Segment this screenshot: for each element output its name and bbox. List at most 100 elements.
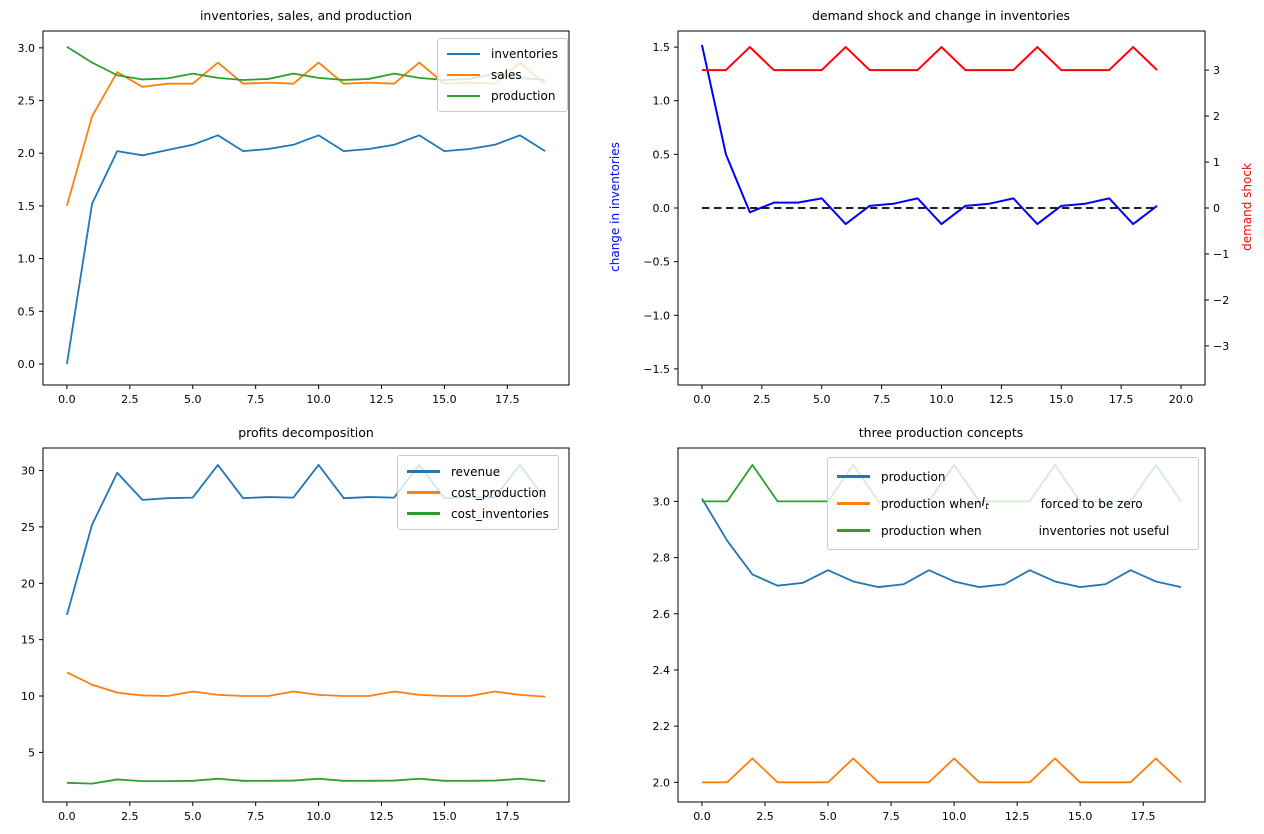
x-axis-ticks: 0.0 2.5 5.0 7.5 10.0 12.5 15.0 17.5	[58, 385, 520, 406]
x-tick-label: 0.0	[58, 393, 76, 406]
x-tick-label: 10.0	[306, 393, 331, 406]
series-production	[701, 498, 1182, 588]
legend-label-text: cost_production	[451, 485, 547, 500]
legend-line-swatch	[407, 491, 440, 494]
x-tick-label: 17.5	[495, 810, 520, 823]
y-tick-label: 1.5	[18, 200, 36, 213]
y-tick-label: 3.0	[653, 495, 671, 508]
chart-title-profits-decomposition: profits decomposition	[238, 425, 374, 440]
legend-three-production-concepts: production production when It forced to be…	[827, 457, 1199, 550]
right-y-axis-ticks: 3 2 1 0 −1 −2 −3	[1205, 64, 1229, 353]
right-y-tick-label: 1	[1213, 156, 1220, 169]
right-y-tick-label: −1	[1213, 248, 1229, 261]
x-tick-label: 15.0	[1049, 393, 1074, 406]
panel-inventories-sales-production: 0.0 2.5 5.0 7.5 10.0 12.5 15.0 17.5 0.0 0.5 1.0 1.5…	[18, 30, 570, 406]
legend-line-swatch	[407, 470, 440, 473]
x-tick-label: 2.5	[121, 393, 139, 406]
x-tick-label: 7.5	[247, 810, 265, 823]
x-tick-label: 12.5	[369, 393, 394, 406]
legend-label-text: cost_inventories	[451, 506, 549, 521]
plot-frame	[677, 447, 1206, 803]
y-tick-label: 1.0	[18, 253, 36, 266]
x-tick-label: 17.5	[1131, 810, 1156, 823]
x-tick-label: 7.5	[247, 393, 265, 406]
x-tick-label: 5.0	[819, 810, 837, 823]
series-change_in_inventories	[700, 44, 1158, 226]
y-axis-label-change-in-inventories: change in inventories	[608, 142, 622, 272]
legend-line-swatch	[837, 502, 870, 505]
legend-label-gap	[989, 503, 1041, 504]
legend-line-swatch	[837, 475, 870, 478]
legend-item: sales	[447, 65, 558, 86]
x-tick-label: 15.0	[432, 810, 457, 823]
series-inventories	[66, 134, 546, 365]
y-tick-label: 3.0	[18, 42, 36, 55]
y-tick-label: 2.0	[653, 776, 671, 789]
legend-item: cost_production	[407, 482, 549, 503]
chart-title-three-production-concepts: three production concepts	[858, 425, 1024, 440]
x-tick-label: 10.0	[306, 810, 331, 823]
y-tick-label: 2.8	[653, 552, 671, 565]
series-cost_production	[66, 671, 546, 698]
legend-label-text: inventories not useful	[1038, 523, 1170, 538]
chart-title-inventories-sales-production: inventories, sales, and production	[199, 8, 413, 23]
legend-line-swatch	[837, 529, 870, 532]
x-tick-label: 5.0	[813, 393, 831, 406]
y-axis-ticks: 2.0 2.2 2.4 2.6 2.8 3.0	[653, 495, 678, 789]
legend-profits-decomposition: revenue cost_production cost_inventories	[397, 455, 559, 530]
legend-item: production when inventories not useful	[837, 517, 1189, 544]
x-tick-label: 17.5	[1109, 393, 1134, 406]
y-tick-label: −0.5	[643, 256, 670, 269]
x-tick-label: 17.5	[495, 393, 520, 406]
x-tick-label: 12.5	[1005, 810, 1030, 823]
x-tick-label: 0.0	[58, 810, 76, 823]
right-y-tick-label: −3	[1213, 340, 1229, 353]
y-tick-label: 0.5	[18, 305, 36, 318]
legend-math-symbol: It	[981, 495, 989, 512]
x-axis-ticks: 0.0 2.5 5.0 7.5 10.0 12.5 15.0 17.5 20.0	[693, 385, 1193, 406]
x-tick-label: 2.5	[753, 393, 771, 406]
legend-line-swatch	[407, 512, 440, 515]
legend-label-gap	[982, 530, 1039, 531]
legend-label-text: production	[491, 88, 556, 103]
x-tick-label: 0.0	[693, 810, 711, 823]
x-axis-ticks: 0.0 2.5 5.0 7.5 10.0 12.5 15.0 17.5	[693, 802, 1155, 823]
y-tick-label: −1.5	[643, 363, 670, 376]
y-axis-ticks: 5 10 15 20 25 30	[21, 465, 43, 759]
y-tick-label: 0.0	[18, 358, 36, 371]
y-tick-label: 0.5	[653, 148, 671, 161]
x-tick-label: 0.0	[693, 393, 711, 406]
x-tick-label: 10.0	[942, 810, 967, 823]
x-tick-label: 12.5	[369, 810, 394, 823]
y-tick-label: 1.0	[653, 95, 671, 108]
chart-title-demand-shock: demand shock and change in inventories	[811, 8, 1071, 23]
x-tick-label: 2.5	[121, 810, 139, 823]
y-tick-label: 10	[21, 690, 35, 703]
x-tick-label: 10.0	[929, 393, 954, 406]
legend-item: production	[837, 463, 1189, 490]
series-demand_shock	[701, 46, 1158, 72]
y-tick-label: 2.0	[18, 147, 36, 160]
y-tick-label: 15	[21, 634, 35, 647]
y-tick-label: 2.2	[653, 720, 671, 733]
y-tick-label: 5	[28, 746, 35, 759]
y-tick-label: −1.0	[643, 309, 670, 322]
legend-item: production when It forced to be zero	[837, 490, 1189, 517]
legend-line-swatch	[447, 53, 480, 56]
x-tick-label: 7.5	[882, 810, 900, 823]
y-tick-label: 0.0	[653, 202, 671, 215]
x-axis-ticks: 0.0 2.5 5.0 7.5 10.0 12.5 15.0 17.5	[58, 802, 520, 823]
right-y-tick-label: 2	[1213, 110, 1220, 123]
legend-item: revenue	[407, 461, 549, 482]
x-tick-label: 5.0	[184, 393, 202, 406]
x-tick-label: 5.0	[184, 810, 202, 823]
legend-item: production	[447, 86, 558, 107]
panel-demand-shock-and-change-in-inventories: 0.0 2.5 5.0 7.5 10.0 12.5 15.0 17.5 20.0−1.5−1.0…	[643, 30, 1229, 406]
legend-label-text: sales	[491, 68, 522, 83]
y-axis-ticks: 0.0 0.5 1.0 1.5 2.0 2.5 3.0	[18, 42, 43, 371]
y-tick-label: 2.6	[653, 608, 671, 621]
y-axis-label-demand-shock: demand shock	[1240, 163, 1254, 251]
legend-line-swatch	[447, 94, 480, 98]
legend-label-text: production	[881, 469, 946, 484]
